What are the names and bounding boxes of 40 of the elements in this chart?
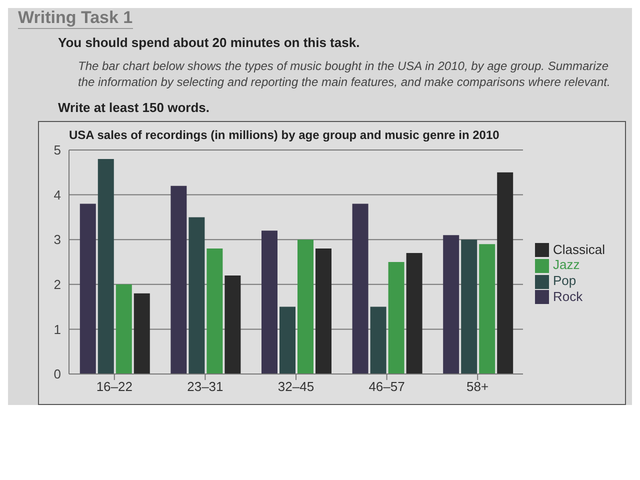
y-tick-label: 5 [54,142,61,158]
bar [497,172,514,374]
y-tick-label: 3 [54,232,61,248]
y-tick-label: 2 [54,277,61,292]
bar [134,293,150,374]
bar [297,240,314,374]
y-tick-label: 0 [54,366,61,382]
text: You should spend about 20 minutes on this task. [58,35,361,50]
bar [261,230,278,374]
chart-title: USA sales of recordings (in millions) by age group and music genre in 2010 [68,127,500,142]
bar [170,186,187,374]
bar [315,248,332,374]
bar [224,275,241,374]
bar [479,244,496,374]
x-tick-label: 46–57 [368,379,405,394]
x-tick-label: 23–31 [187,379,224,394]
bar [279,306,296,374]
bar [388,262,404,374]
x-tick-label: 16–22 [96,379,132,394]
text: Write at least 150 words. [58,100,210,115]
bar [188,217,205,374]
x-tick-label: 32–45 [278,379,314,394]
bar [443,235,460,374]
bar [206,248,223,374]
bar [98,158,114,374]
text: Writing Task 1 [18,8,133,29]
legend-label: Rock [552,288,583,304]
legend-label: Classical [552,242,605,257]
bar [406,253,422,374]
x-tick-label: 58+ [466,379,489,394]
bar [461,240,478,374]
y-tick-label: 1 [54,322,61,337]
bar [116,284,132,374]
legend-label: Jazz [552,257,580,272]
y-tick-label: 4 [54,187,61,202]
bar [80,204,96,374]
legend-label: Pop [552,273,576,288]
bar [370,306,386,374]
bar [352,204,368,374]
text: The bar chart below shows the types of music bought in the USA in 2010, by age group. Summarize the information by selecting and reporting the main features, and make comparisons where relevant. [78,58,612,90]
